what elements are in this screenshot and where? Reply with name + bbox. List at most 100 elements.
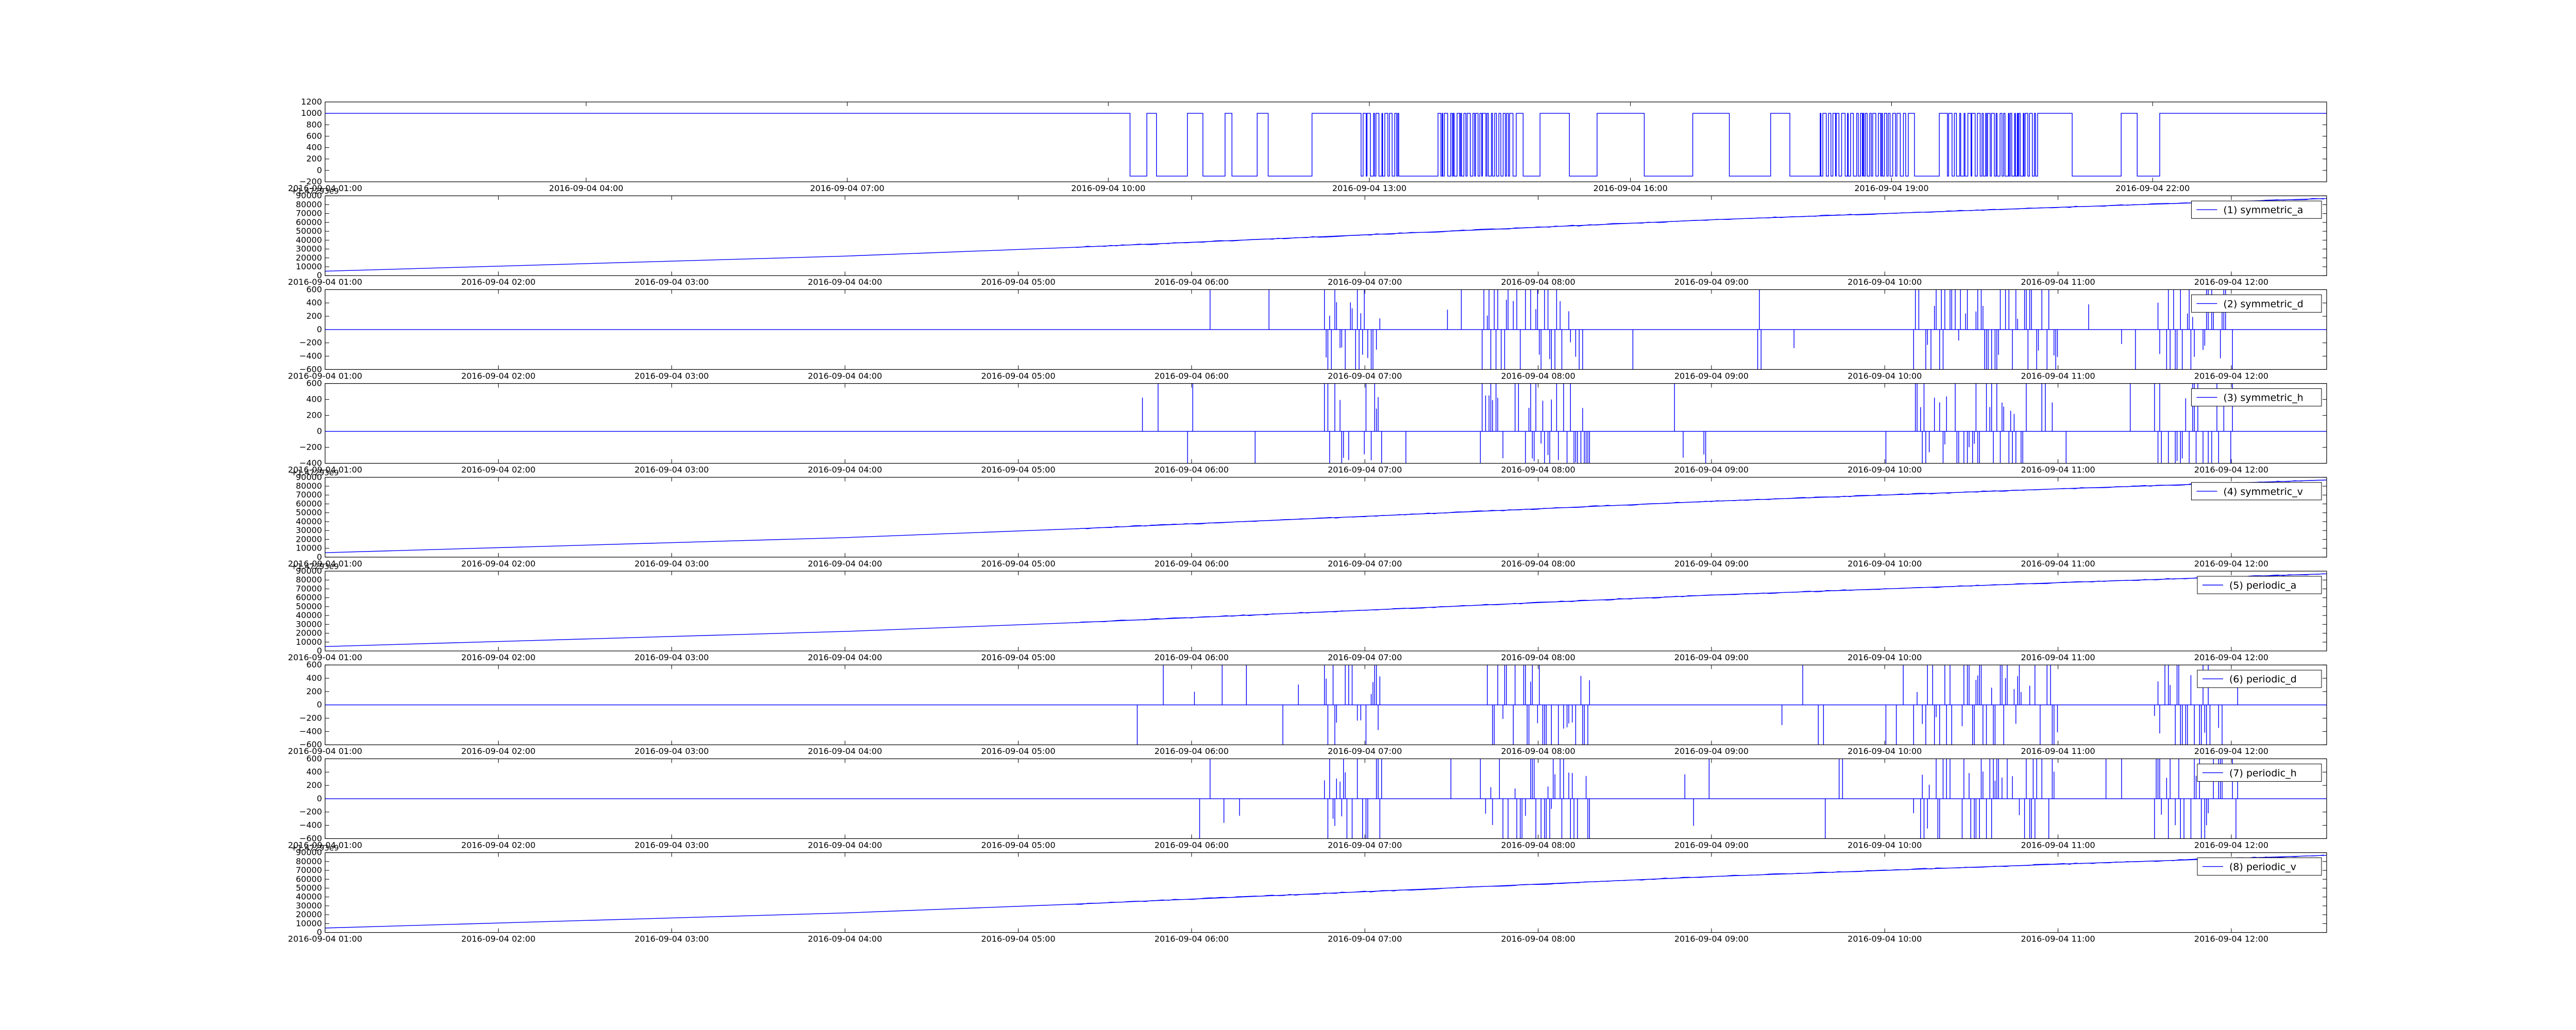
xtick-label-7-8: 2016-09-04 09:00 — [1674, 840, 1749, 850]
legend-label-1: (1) symmetric_a — [2224, 204, 2303, 216]
xtick-label-2-2: 2016-09-04 03:00 — [635, 371, 709, 381]
ytick-label-1-4: 40000 — [296, 235, 322, 245]
ytick-label-0-2: 200 — [306, 154, 322, 164]
xtick-label-2-0: 2016-09-04 01:00 — [288, 371, 362, 381]
ytick-label-8-3: 30000 — [296, 901, 322, 911]
ytick-label-7-2: −200 — [299, 807, 322, 817]
chart-panel-8: 0100002000030000400005000060000700008000… — [288, 844, 2327, 944]
offset-label-1: +1.47293e9 — [291, 186, 338, 196]
ytick-label-0-4: 600 — [306, 131, 322, 141]
xtick-label-4-9: 2016-09-04 10:00 — [1848, 559, 1922, 569]
ytick-label-1-3: 30000 — [296, 244, 322, 254]
xtick-label-6-9: 2016-09-04 10:00 — [1848, 746, 1922, 756]
legend-6: (6) periodic_d — [2197, 670, 2322, 688]
ytick-label-3-1: −200 — [299, 442, 322, 452]
ytick-label-3-0: −400 — [299, 458, 322, 468]
ytick-label-0-7: 1200 — [301, 97, 322, 107]
xtick-label-1-11: 2016-09-04 12:00 — [2194, 277, 2268, 287]
xtick-label-4-3: 2016-09-04 04:00 — [808, 559, 882, 569]
xtick-label-7-4: 2016-09-04 05:00 — [981, 840, 1055, 850]
xtick-label-2-9: 2016-09-04 10:00 — [1848, 371, 1922, 381]
series-line-8-0 — [325, 855, 2327, 929]
xtick-label-7-3: 2016-09-04 04:00 — [808, 840, 882, 850]
ytick-label-8-4: 40000 — [296, 892, 322, 902]
xtick-label-4-10: 2016-09-04 11:00 — [2021, 559, 2095, 569]
xtick-label-6-4: 2016-09-04 05:00 — [981, 746, 1055, 756]
xtick-label-0-7: 2016-09-04 22:00 — [2115, 183, 2190, 193]
chart-panel-7: −600 −400 −200 0 200 400 600 2016-09-04 01:00 20… — [288, 753, 2327, 850]
legend-label-2: (2) symmetric_d — [2224, 298, 2303, 310]
ytick-label-5-4: 40000 — [296, 610, 322, 620]
legend-label-7: (7) periodic_h — [2229, 767, 2297, 779]
ytick-label-1-0: 0 — [317, 270, 322, 280]
ytick-label-4-8: 80000 — [296, 481, 322, 491]
ytick-label-1-9: 90000 — [296, 191, 322, 200]
ytick-label-5-0: 0 — [317, 646, 322, 656]
ytick-label-1-1: 10000 — [296, 262, 322, 271]
xtick-label-3-6: 2016-09-04 07:00 — [1328, 465, 1402, 475]
xtick-label-8-10: 2016-09-04 11:00 — [2021, 934, 2095, 944]
xtick-label-5-10: 2016-09-04 11:00 — [2021, 653, 2095, 662]
series-jitter-5 — [1076, 573, 2324, 623]
xtick-label-7-1: 2016-09-04 02:00 — [461, 840, 535, 850]
ytick-label-6-4: 200 — [306, 686, 322, 696]
ytick-label-5-2: 20000 — [296, 628, 322, 638]
xtick-label-8-8: 2016-09-04 09:00 — [1674, 934, 1749, 944]
xtick-label-2-5: 2016-09-04 06:00 — [1155, 371, 1229, 381]
xtick-label-5-0: 2016-09-04 01:00 — [288, 653, 362, 662]
ytick-label-2-1: −400 — [299, 351, 322, 361]
series-line-6-0 — [325, 665, 2327, 745]
xtick-label-8-5: 2016-09-04 06:00 — [1155, 934, 1229, 944]
chart-panel-1: 0100002000030000400005000060000700008000… — [288, 186, 2327, 287]
ytick-label-5-7: 70000 — [296, 583, 322, 593]
ytick-label-7-1: −400 — [299, 820, 322, 830]
axes-frame-6 — [325, 664, 2327, 745]
xtick-label-5-9: 2016-09-04 10:00 — [1848, 653, 1922, 662]
xtick-label-1-7: 2016-09-04 08:00 — [1501, 277, 1575, 287]
xtick-label-2-1: 2016-09-04 02:00 — [461, 371, 535, 381]
xtick-label-0-4: 2016-09-04 13:00 — [1332, 183, 1406, 193]
xtick-label-0-1: 2016-09-04 04:00 — [549, 183, 623, 193]
xtick-label-4-0: 2016-09-04 01:00 — [288, 559, 362, 569]
xtick-label-7-7: 2016-09-04 08:00 — [1501, 840, 1575, 850]
xtick-label-5-1: 2016-09-04 02:00 — [461, 653, 535, 662]
xtick-label-8-9: 2016-09-04 10:00 — [1848, 934, 1922, 944]
series-line-0-0 — [325, 113, 2327, 177]
xtick-label-7-2: 2016-09-04 03:00 — [635, 840, 709, 850]
xtick-label-4-7: 2016-09-04 08:00 — [1501, 559, 1575, 569]
xtick-label-8-6: 2016-09-04 07:00 — [1328, 934, 1402, 944]
ytick-label-8-6: 60000 — [296, 874, 322, 884]
xtick-label-5-2: 2016-09-04 03:00 — [635, 653, 709, 662]
ytick-label-7-0: −600 — [299, 833, 322, 843]
series-jitter-4 — [1076, 479, 2324, 529]
ytick-label-6-5: 400 — [306, 673, 322, 683]
ytick-label-8-8: 80000 — [296, 856, 322, 866]
xtick-label-3-4: 2016-09-04 05:00 — [981, 465, 1055, 475]
xtick-label-6-0: 2016-09-04 01:00 — [288, 746, 362, 756]
series-line-5-0 — [325, 573, 2327, 647]
series-line-3-0 — [325, 383, 2327, 464]
xtick-label-0-6: 2016-09-04 19:00 — [1854, 183, 1928, 193]
xtick-label-8-7: 2016-09-04 08:00 — [1501, 934, 1575, 944]
ytick-label-7-4: 200 — [306, 780, 322, 790]
axes-frame-2 — [325, 289, 2327, 370]
xtick-label-1-6: 2016-09-04 07:00 — [1328, 277, 1402, 287]
ytick-label-8-7: 70000 — [296, 865, 322, 875]
xtick-label-0-2: 2016-09-04 07:00 — [810, 183, 884, 193]
xtick-label-7-9: 2016-09-04 10:00 — [1848, 840, 1922, 850]
ytick-label-6-1: −400 — [299, 726, 322, 736]
xtick-label-3-5: 2016-09-04 06:00 — [1155, 465, 1229, 475]
series-line-4-0 — [325, 479, 2327, 553]
xtick-label-4-1: 2016-09-04 02:00 — [461, 559, 535, 569]
xtick-label-6-11: 2016-09-04 12:00 — [2194, 746, 2268, 756]
chart-panel-4: 0100002000030000400005000060000700008000… — [288, 468, 2327, 569]
offset-label-5: +1.47293e9 — [291, 562, 338, 571]
axes-frame-4 — [325, 477, 2327, 558]
ytick-label-3-5: 600 — [306, 379, 322, 388]
xtick-label-5-5: 2016-09-04 06:00 — [1155, 653, 1229, 662]
xtick-label-3-7: 2016-09-04 08:00 — [1501, 465, 1575, 475]
offset-label-8: +1.47293e9 — [291, 844, 338, 853]
ytick-label-6-3: 0 — [317, 700, 322, 710]
